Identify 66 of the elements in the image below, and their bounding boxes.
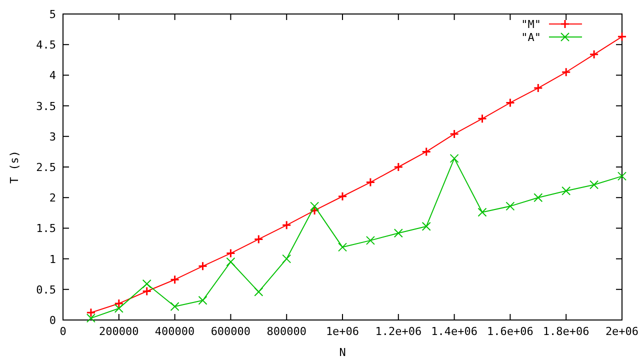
point bbox=[310, 202, 320, 211]
point bbox=[282, 220, 292, 230]
point bbox=[505, 98, 515, 108]
point bbox=[617, 32, 627, 42]
legend-label: "M" bbox=[521, 18, 541, 31]
point bbox=[86, 314, 96, 323]
point bbox=[254, 234, 264, 244]
point bbox=[310, 206, 320, 216]
y-tick-label: 3 bbox=[49, 130, 56, 144]
point bbox=[114, 304, 124, 313]
y-tick-label: 4 bbox=[49, 69, 56, 82]
x-tick-label: 1e+06 bbox=[326, 325, 360, 338]
y-tick-label: 1 bbox=[49, 252, 56, 266]
point bbox=[254, 287, 264, 296]
legend-label: "A" bbox=[521, 31, 541, 44]
y-tick-label: 0 bbox=[49, 314, 56, 327]
point bbox=[170, 302, 180, 312]
y-tick-label: 0.5 bbox=[36, 283, 56, 296]
point bbox=[114, 298, 124, 308]
point bbox=[366, 178, 376, 188]
y-tick-label: 3.5 bbox=[36, 100, 56, 113]
point bbox=[394, 162, 404, 172]
x-axis-title: N bbox=[339, 346, 346, 359]
point bbox=[142, 286, 152, 296]
point bbox=[562, 186, 571, 196]
y-tick-label: 4.5 bbox=[36, 38, 56, 52]
point bbox=[142, 279, 152, 288]
point bbox=[450, 129, 460, 139]
point bbox=[366, 236, 375, 245]
point bbox=[534, 193, 543, 202]
y-tick-label: 1.5 bbox=[36, 222, 56, 236]
point bbox=[478, 208, 487, 217]
y-tick-label: 2.5 bbox=[36, 161, 56, 174]
x-tick-label: 400000 bbox=[154, 325, 195, 338]
point bbox=[478, 114, 487, 124]
point bbox=[422, 146, 432, 156]
point bbox=[590, 180, 599, 190]
point bbox=[198, 296, 208, 305]
point bbox=[533, 83, 543, 93]
x-tick-label: 2e+06 bbox=[605, 325, 639, 338]
point bbox=[226, 248, 236, 258]
x-tick-label: 1.2e+06 bbox=[375, 325, 422, 338]
point bbox=[198, 261, 208, 271]
point bbox=[86, 308, 96, 318]
point bbox=[170, 274, 180, 284]
point bbox=[589, 50, 599, 60]
point bbox=[450, 154, 459, 163]
x-tick-label: 800000 bbox=[266, 325, 306, 338]
x-tick-label: 1.6e+06 bbox=[487, 325, 534, 338]
x-tick-label: 1.8e+06 bbox=[542, 325, 590, 338]
point bbox=[618, 172, 626, 181]
x-tick-label: 200000 bbox=[99, 325, 139, 338]
x-tick-label: 1.4e+06 bbox=[431, 325, 478, 338]
point bbox=[226, 257, 236, 266]
point bbox=[506, 202, 515, 211]
point bbox=[422, 222, 431, 231]
point bbox=[561, 67, 571, 77]
y-tick-label: 2 bbox=[49, 192, 56, 205]
point bbox=[282, 254, 292, 264]
point bbox=[338, 242, 347, 252]
y-tick-label: 5 bbox=[49, 8, 56, 21]
x-tick-label: 0 bbox=[60, 325, 66, 338]
x-tick-label: 600000 bbox=[210, 325, 251, 338]
point bbox=[338, 192, 348, 202]
y-axis-title: T (s) bbox=[8, 150, 21, 184]
point bbox=[394, 228, 403, 238]
